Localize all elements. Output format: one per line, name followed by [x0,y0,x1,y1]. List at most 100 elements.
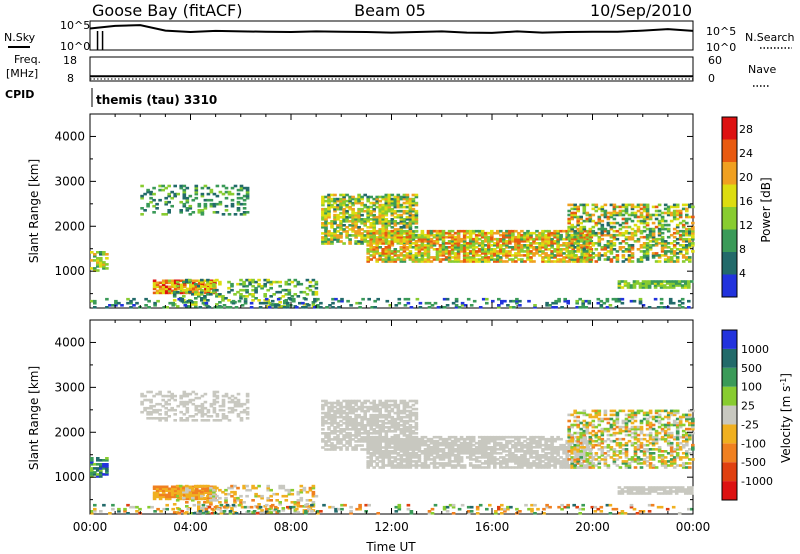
heatmap-cell [351,222,355,225]
heatmap-cell [566,301,570,305]
heatmap-cell [589,235,594,239]
heatmap-cell [589,248,594,251]
heatmap-cell [609,225,614,229]
heatmap-cell [511,454,515,457]
heatmap-cell [179,487,184,491]
heatmap-cell [408,415,413,419]
heatmap-cell [254,290,258,294]
heatmap-cell [182,188,187,192]
heatmap-cell [612,233,617,237]
heatmap-cell [396,413,401,417]
heatmap-cell [324,222,328,225]
heatmap-cell [396,443,401,447]
heatmap-cell [648,227,653,231]
heatmap-cell [405,419,410,423]
heatmap-cell [227,406,232,410]
heatmap-cell [529,464,533,467]
heatmap-cell [387,441,392,445]
heatmap-cell [535,462,539,465]
heatmap-cell [654,209,659,213]
heatmap-cell [354,226,358,229]
heatmap-cell [402,244,407,247]
heatmap-cell [508,454,512,457]
heatmap-cell [526,450,530,453]
heatmap-cell [348,417,352,421]
heatmap-cell [435,254,440,257]
heatmap-cell [372,201,376,205]
heatmap-cell [192,493,196,497]
heatmap-cell [321,417,325,421]
heatmap-cell [393,417,398,421]
heatmap-cell [432,450,437,453]
heatmap-cell [559,244,563,247]
heatmap-cell [603,211,608,215]
heatmap-cell [474,464,479,467]
heatmap-cell [529,258,533,261]
heatmap-cell [523,231,527,235]
heatmap-cell [299,484,304,488]
heatmap-cell [236,404,241,408]
heatmap-cell [618,227,623,231]
heatmap-cell [248,282,252,286]
heatmap-cell [399,252,404,255]
heatmap-cell [668,286,673,289]
heatmap-cell [659,297,664,301]
heatmap-cell [576,215,580,219]
heatmap-cell [535,229,539,233]
heatmap-cell [405,409,410,413]
heatmap-cell [477,237,482,241]
heatmap-cell [660,248,665,251]
heatmap-cell [167,192,171,196]
heatmap-cell [639,221,644,225]
heatmap-cell [490,244,494,247]
heatmap-cell [155,487,160,491]
heatmap-cell [681,223,686,227]
heatmap-cell [520,250,524,253]
heatmap-cell [444,464,449,467]
heatmap-cell [417,237,422,241]
heatmap-cell [388,304,393,307]
heatmap-cell [396,199,401,203]
cpid-value: themis (tau) 3310 [96,93,217,107]
heatmap-cell [327,201,331,205]
heatmap-cell [453,246,458,249]
heatmap-cell [615,256,620,259]
heatmap-cell [230,494,234,498]
heatmap-cell [227,190,232,194]
heatmap-cell [523,244,527,247]
heatmap-cell [621,231,626,235]
heatmap-cell [339,401,343,405]
heatmap-cell [468,237,473,241]
heatmap-cell [198,491,202,495]
heatmap-cell [206,192,211,196]
heatmap-cell [390,237,395,241]
heatmap-cell [387,256,392,259]
heatmap-cell [185,209,190,212]
heatmap-cell [333,234,337,237]
heatmap-cell [529,450,533,453]
heatmap-cell [594,205,599,209]
heatmap-cell [612,211,617,215]
heatmap-cell [381,215,385,219]
heatmap-cell [511,231,515,235]
heatmap-cell [194,188,199,192]
heatmap-cell [532,246,536,249]
heatmap-cell [393,233,398,237]
heatmap-cell [342,434,346,437]
heatmap-cell [200,419,205,422]
heatmap-cell [351,411,355,415]
heatmap-cell [111,304,115,307]
heatmap-cell [438,456,443,459]
heatmap-cell [606,231,611,235]
heatmap-cell [330,199,334,203]
heatmap-cell [632,286,637,289]
heatmap-cell [588,260,593,263]
heatmap-cell [375,419,379,423]
heatmap-cell [414,213,419,217]
heatmap-cell [393,405,398,409]
heatmap-cell [390,256,395,259]
heatmap-cell [314,282,319,286]
heatmap-cell [639,231,644,235]
heatmap-cell [152,394,156,398]
heatmap-cell [544,466,548,469]
